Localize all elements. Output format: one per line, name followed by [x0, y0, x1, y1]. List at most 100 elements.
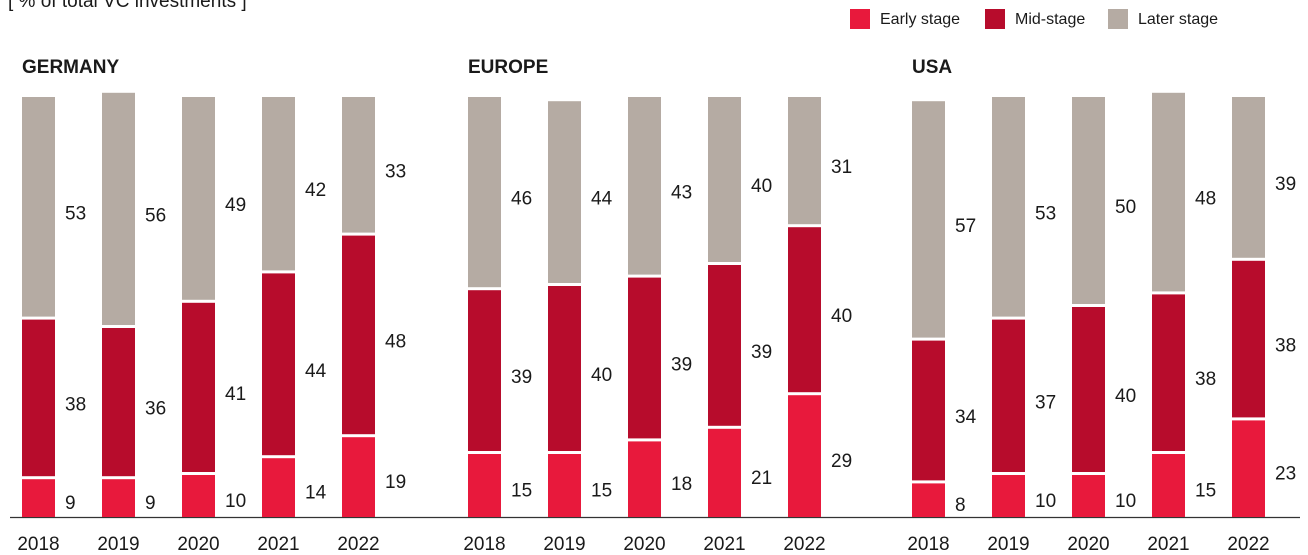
- value-label: 39: [751, 342, 772, 363]
- bar-segment: [788, 227, 821, 393]
- value-label: 10: [1115, 491, 1136, 512]
- value-label: 9: [145, 493, 156, 514]
- bar-segment: [182, 97, 215, 300]
- value-label: 43: [671, 182, 692, 203]
- bar-segment: [102, 328, 135, 477]
- bar-segment: [708, 265, 741, 426]
- bar-segment: [1072, 97, 1105, 304]
- value-label: 48: [1195, 189, 1216, 210]
- bar-segment: [628, 97, 661, 275]
- x-tick-label: 2019: [97, 534, 139, 555]
- value-label: 21: [751, 468, 772, 489]
- legend-swatch: [850, 9, 870, 29]
- bar-segment: [468, 290, 501, 451]
- value-label: 39: [671, 355, 692, 376]
- x-tick-label: 2018: [463, 534, 505, 555]
- bar-segment: [262, 97, 295, 271]
- bar-segment: [992, 97, 1025, 317]
- chart-title: EUROPE: [468, 57, 548, 78]
- value-label: 40: [751, 176, 772, 197]
- value-label: 40: [591, 365, 612, 386]
- bar-segment: [548, 454, 581, 517]
- value-label: 31: [831, 157, 852, 178]
- value-label: 49: [225, 195, 246, 216]
- bar-segment: [912, 340, 945, 481]
- x-tick-label: 2022: [337, 534, 379, 555]
- value-label: 23: [1275, 464, 1296, 485]
- value-label: 44: [305, 361, 327, 382]
- x-tick-label: 2020: [177, 534, 219, 555]
- bar-segment: [22, 97, 55, 317]
- value-label: 33: [385, 161, 406, 182]
- bar-segment: [102, 479, 135, 517]
- bar-segment: [468, 97, 501, 288]
- bar-segment: [1152, 92, 1185, 292]
- bar-segment: [548, 101, 581, 283]
- value-label: 50: [1115, 197, 1136, 218]
- value-label: 37: [1035, 392, 1056, 413]
- bar-segment: [912, 483, 945, 517]
- bar-segment: [182, 302, 215, 472]
- value-label: 39: [1275, 174, 1296, 195]
- value-label: 53: [1035, 203, 1056, 224]
- value-label: 10: [1035, 491, 1056, 512]
- value-label: 29: [831, 451, 852, 472]
- value-label: 15: [591, 481, 612, 502]
- bar-segment: [788, 395, 821, 517]
- value-label: 41: [225, 384, 246, 405]
- bar-segment: [708, 428, 741, 517]
- legend-swatch: [1108, 9, 1128, 29]
- value-label: 36: [145, 399, 166, 420]
- x-tick-label: 2020: [623, 534, 665, 555]
- bar-segment: [1152, 454, 1185, 517]
- legend-label: Early stage: [880, 11, 960, 28]
- bar-segment: [628, 441, 661, 517]
- x-tick-label: 2021: [257, 534, 299, 555]
- bar-segment: [628, 277, 661, 439]
- value-label: 34: [955, 407, 977, 428]
- bar-segment: [22, 319, 55, 477]
- bar-segment: [1152, 294, 1185, 451]
- bar-segment: [342, 437, 375, 517]
- value-label: 48: [385, 331, 406, 352]
- bar-segment: [912, 101, 945, 338]
- bar-segment: [548, 286, 581, 451]
- value-label: 56: [145, 205, 166, 226]
- value-label: 40: [1115, 386, 1136, 407]
- value-label: 38: [1195, 369, 1216, 390]
- bar-segment: [1232, 97, 1265, 258]
- chart-title: USA: [912, 57, 952, 78]
- bar-segment: [22, 479, 55, 517]
- bar-segment: [992, 475, 1025, 517]
- subtitle: [ % of total VC investments ]: [8, 0, 247, 12]
- value-label: 44: [591, 189, 613, 210]
- value-label: 14: [305, 483, 327, 504]
- value-label: 19: [385, 472, 406, 493]
- value-label: 15: [511, 481, 532, 502]
- x-tick-label: 2022: [783, 534, 825, 555]
- bar-segment: [1232, 420, 1265, 517]
- bar-segment: [1072, 307, 1105, 472]
- value-label: 9: [65, 493, 76, 514]
- value-label: 46: [511, 189, 532, 210]
- value-label: 18: [671, 474, 692, 495]
- legend-label: Mid-stage: [1015, 11, 1085, 28]
- bar-segment: [468, 454, 501, 517]
- x-tick-label: 2021: [703, 534, 745, 555]
- value-label: 38: [1275, 336, 1296, 357]
- bar-segment: [262, 458, 295, 517]
- x-tick-label: 2021: [1147, 534, 1189, 555]
- x-tick-label: 2022: [1227, 534, 1269, 555]
- x-tick-label: 2020: [1067, 534, 1109, 555]
- bar-segment: [708, 97, 741, 262]
- bar-segment: [102, 92, 135, 325]
- bar-segment: [992, 319, 1025, 472]
- bar-segment: [182, 475, 215, 517]
- value-label: 53: [65, 203, 86, 224]
- chart-title: GERMANY: [22, 57, 119, 78]
- bar-segment: [788, 97, 821, 225]
- bar-segment: [342, 235, 375, 435]
- value-label: 40: [831, 306, 852, 327]
- value-label: 8: [955, 495, 966, 516]
